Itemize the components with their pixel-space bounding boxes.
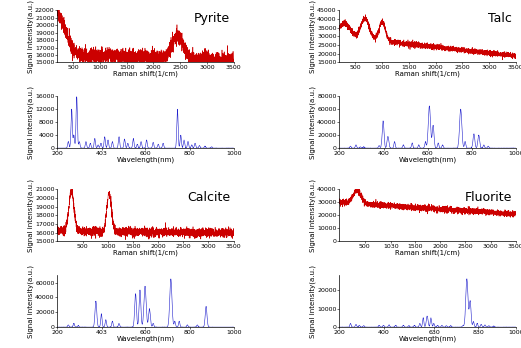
Text: Calcite: Calcite — [187, 191, 230, 204]
Y-axis label: Signal intensity(a.u.): Signal intensity(a.u.) — [27, 0, 33, 73]
Y-axis label: Signal intensity(a.u.): Signal intensity(a.u.) — [309, 0, 316, 73]
X-axis label: Raman shift(1/cm): Raman shift(1/cm) — [395, 250, 460, 256]
Text: Pyrite: Pyrite — [194, 12, 230, 25]
Text: Fluorite: Fluorite — [465, 191, 512, 204]
X-axis label: Raman shift(1/cm): Raman shift(1/cm) — [395, 71, 460, 77]
X-axis label: Wavelength(nm): Wavelength(nm) — [399, 157, 457, 163]
X-axis label: Wavelength(nm): Wavelength(nm) — [116, 335, 175, 342]
Y-axis label: Signal intensity(a.u.): Signal intensity(a.u.) — [309, 86, 316, 159]
Y-axis label: Signal intensity(a.u.): Signal intensity(a.u.) — [309, 264, 316, 338]
Y-axis label: Signal intensity(a.u.): Signal intensity(a.u.) — [309, 179, 316, 252]
X-axis label: Raman shift(1/cm): Raman shift(1/cm) — [113, 250, 178, 256]
Y-axis label: Signal intensity(a.u.): Signal intensity(a.u.) — [27, 264, 34, 338]
X-axis label: Wavelength(nm): Wavelength(nm) — [116, 157, 175, 163]
Text: Talc: Talc — [488, 12, 512, 25]
X-axis label: Raman shift(1/cm): Raman shift(1/cm) — [113, 71, 178, 77]
Y-axis label: Signal intensity(a.u.): Signal intensity(a.u.) — [27, 179, 34, 252]
X-axis label: Wavelength(nm): Wavelength(nm) — [399, 335, 457, 342]
Y-axis label: Signal intensity(a.u.): Signal intensity(a.u.) — [27, 86, 34, 159]
